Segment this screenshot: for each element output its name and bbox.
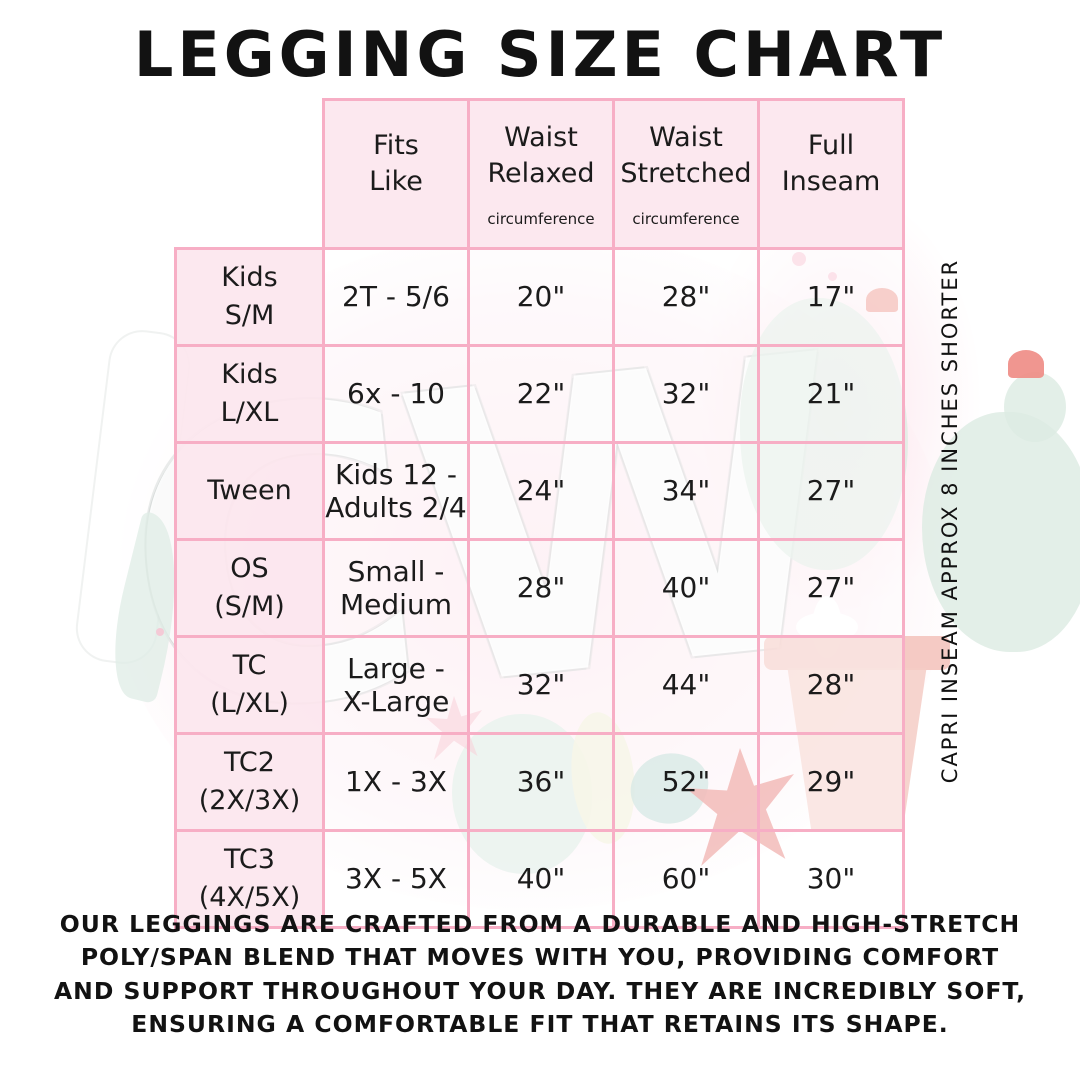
cell-full-inseam: 27" [757,537,905,638]
table-row: OS (S/M) Small - Medium 28" 40" 27" [174,537,905,638]
column-header-sub: circumference [487,210,595,229]
watermark-cactus-right-flower [1008,350,1044,378]
table-corner-spacer [176,100,324,249]
cell-fits-like: 2T - 5/6 [322,246,470,347]
cell-full-inseam: 17" [757,246,905,347]
cell-waist-stretched: 32" [612,343,760,444]
cell-waist-relaxed: 32" [467,634,615,735]
column-header-label: Full Inseam [781,130,881,197]
cell-fits-like: Kids 12 - Adults 2/4 [322,440,470,541]
column-header-label: Waist Relaxed [487,122,595,189]
table-row: TC (L/XL) Large - X-Large 32" 44" 28" [174,634,905,735]
column-header-waist-relaxed: Waist Relaxed circumference [467,98,615,250]
cell-waist-stretched: 52" [612,731,760,832]
table-row: Kids S/M 2T - 5/6 20" 28" 17" [174,246,905,347]
cell-full-inseam: 21" [757,343,905,444]
row-header-kids-sm: Kids S/M [174,246,325,347]
column-header-fits-like: Fits Like [322,98,470,250]
column-header-label: Waist Stretched [620,122,752,189]
cell-fits-like: Small - Medium [322,537,470,638]
cell-waist-relaxed: 20" [467,246,615,347]
row-header-os: OS (S/M) [174,537,325,638]
cell-waist-relaxed: 36" [467,731,615,832]
cell-waist-relaxed: 24" [467,440,615,541]
size-chart-table: Fits Like Waist Relaxed circumference Wa… [174,98,905,929]
column-header-waist-stretched: Waist Stretched circumference [612,98,760,250]
capri-inseam-note: CAPRI INSEAM APPROX 8 INCHES SHORTER [938,258,962,784]
cell-full-inseam: 29" [757,731,905,832]
cell-fits-like: Large - X-Large [322,634,470,735]
cell-fits-like: 1X - 3X [322,731,470,832]
cell-waist-stretched: 28" [612,246,760,347]
cell-waist-stretched: 44" [612,634,760,735]
row-header-kids-lxl: Kids L/XL [174,343,325,444]
table-row: Kids L/XL 6x - 10 22" 32" 21" [174,343,905,444]
watermark-dot [156,628,164,636]
column-header-sub: circumference [632,210,740,229]
row-header-tc: TC (L/XL) [174,634,325,735]
watermark-cactus-right-paddle [1004,372,1066,442]
cell-fits-like: 6x - 10 [322,343,470,444]
column-header-label: Fits Like [369,130,423,197]
cell-full-inseam: 28" [757,634,905,735]
cell-waist-stretched: 34" [612,440,760,541]
cell-waist-relaxed: 22" [467,343,615,444]
cell-waist-stretched: 40" [612,537,760,638]
row-header-tween: Tween [174,440,325,541]
cell-full-inseam: 27" [757,440,905,541]
column-header-full-inseam: Full Inseam [757,98,905,250]
row-header-tc2: TC2 (2X/3X) [174,731,325,832]
page-title: LEGGING SIZE CHART [133,18,947,91]
table-row: TC2 (2X/3X) 1X - 3X 36" 52" 29" [174,731,905,832]
table-row: Tween Kids 12 - Adults 2/4 24" 34" 27" [174,440,905,541]
cell-waist-relaxed: 28" [467,537,615,638]
fabric-description: OUR LEGGINGS ARE CRAFTED FROM A DURABLE … [53,910,1026,1039]
